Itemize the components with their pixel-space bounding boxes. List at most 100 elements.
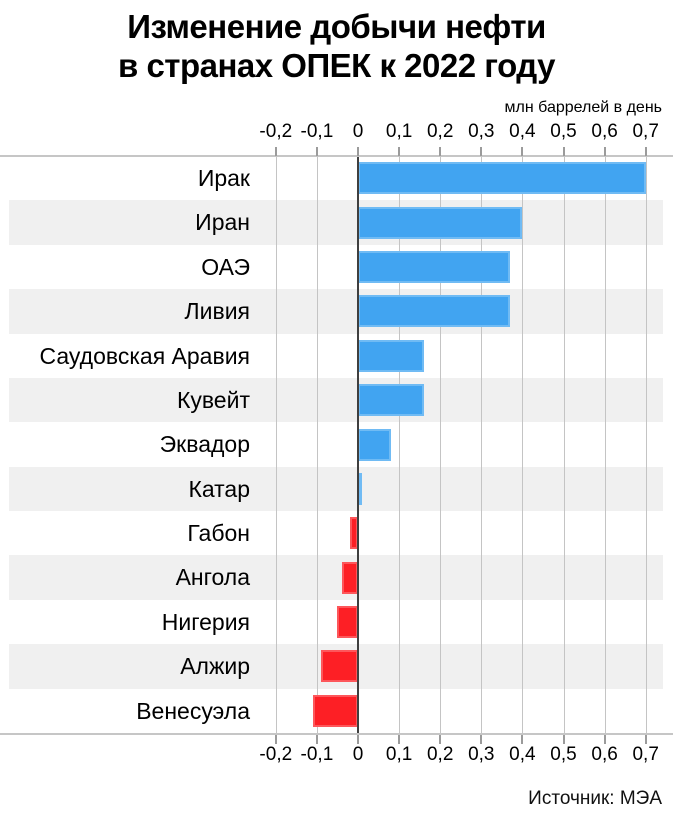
bottom-axis-tick-label: 0,3 <box>468 744 495 765</box>
country-label: Ангола <box>175 564 250 591</box>
bottom-axis-tick-mark <box>521 735 524 744</box>
bottom-axis-tick-mark <box>439 735 442 744</box>
bottom-axis-tick-mark <box>315 735 318 744</box>
bar-negative <box>312 694 358 727</box>
bottom-axis-tick-label: 0,7 <box>632 744 659 765</box>
bar-positive <box>358 472 363 505</box>
bar-negative <box>349 517 358 550</box>
country-label: Габон <box>187 520 250 547</box>
chart-title-line1: Изменение добычи нефти <box>127 8 546 45</box>
gridline <box>275 156 277 733</box>
bar-positive <box>358 162 646 195</box>
gridline <box>522 156 524 733</box>
gridline <box>604 156 606 733</box>
bottom-axis-tick-mark <box>398 735 401 744</box>
top-axis-tick-mark <box>603 147 606 156</box>
row-stripe <box>9 200 663 245</box>
top-axis-tick-mark <box>315 147 318 156</box>
chart-row: Иран <box>0 200 673 245</box>
top-axis-tick-label: 0,1 <box>385 121 413 142</box>
chart-row: Ирак <box>0 156 673 200</box>
country-label: Нигерия <box>161 608 250 635</box>
gridline <box>316 156 318 733</box>
source-label: Источник: МЭА <box>528 788 662 809</box>
country-label: Иран <box>195 209 250 236</box>
bottom-axis-tick-label: 0,1 <box>385 744 413 765</box>
row-stripe <box>9 289 663 334</box>
country-label: Ливия <box>184 298 250 325</box>
top-axis-tick-label: 0,2 <box>426 121 454 142</box>
top-axis-tick-label: 0,6 <box>591 121 618 142</box>
top-axis-tick-mark <box>521 147 524 156</box>
top-axis-tick-mark <box>439 147 442 156</box>
bottom-axis-tick-mark <box>357 735 359 744</box>
bottom-axis-tick-mark <box>644 735 647 744</box>
row-stripe <box>9 466 663 512</box>
bottom-axis-tick-label: 0,2 <box>426 744 454 765</box>
bottom-axis-line <box>0 733 673 735</box>
bar-negative <box>341 561 358 594</box>
bottom-axis-tick-label: -0,1 <box>300 744 334 765</box>
top-axis-tick-mark <box>398 147 401 156</box>
bottom-axis-tick-label: 0,4 <box>509 744 536 765</box>
country-label: Алжир <box>180 653 250 680</box>
country-label: ОАЭ <box>201 253 250 280</box>
row-stripe <box>9 555 663 600</box>
bar-negative <box>321 650 358 683</box>
gridline <box>440 156 442 733</box>
gridline <box>481 156 483 733</box>
bottom-axis-tick-label: 0 <box>352 744 364 765</box>
chart-row: ОАЭ <box>0 245 673 289</box>
bar-positive <box>358 206 523 239</box>
country-label: Ирак <box>197 165 250 191</box>
bar-negative <box>337 606 358 639</box>
chart-row: Ливия <box>0 289 673 334</box>
bottom-axis-tick-label: 0,6 <box>591 744 618 765</box>
chart-title-line2: в странах ОПЕК к 2022 году <box>118 47 556 84</box>
chart-row: Нигерия <box>0 600 673 644</box>
country-label: Кувейт <box>176 386 250 413</box>
top-axis-tick-mark <box>274 147 277 156</box>
top-axis-tick-label: 0 <box>352 121 364 142</box>
top-axis-tick-label: 0,4 <box>509 121 536 142</box>
bar-positive <box>358 428 391 461</box>
top-axis-tick-mark <box>562 147 565 156</box>
row-stripe <box>9 377 663 423</box>
chart-row: Катар <box>0 466 673 512</box>
bottom-axis-tick-mark <box>274 735 277 744</box>
bar-positive <box>358 250 511 283</box>
bar-positive <box>358 339 424 372</box>
chart-row: Кувейт <box>0 377 673 423</box>
top-axis-tick-label: -0,1 <box>300 121 334 142</box>
zero-line <box>357 156 359 744</box>
bottom-axis-tick-label: 0,5 <box>550 744 577 765</box>
bottom-axis-tick-mark <box>562 735 565 744</box>
chart-row: Ангола <box>0 555 673 600</box>
chart-row: Габон <box>0 511 673 555</box>
bottom-axis-tick-label: -0,2 <box>259 744 293 765</box>
bar-positive <box>358 295 511 328</box>
top-axis-line <box>0 155 673 157</box>
country-label: Эквадор <box>159 431 250 458</box>
top-axis-tick-label: 0,7 <box>632 121 659 142</box>
top-axis-tick-mark <box>357 147 359 156</box>
country-label: Катар <box>188 475 250 502</box>
gridline <box>563 156 565 733</box>
axis-unit-label: млн баррелей в день <box>504 99 662 116</box>
bottom-axis-tick-mark <box>603 735 606 744</box>
chart-row: Эквадор <box>0 422 673 466</box>
gridline <box>645 156 647 733</box>
chart-row: Венесуэла <box>0 689 673 733</box>
bottom-axis-tick-mark <box>480 735 483 744</box>
bar-positive <box>358 384 424 417</box>
country-label: Саудовская Аравия <box>39 342 250 369</box>
chart-row: Саудовская Аравия <box>0 334 673 378</box>
top-axis-tick-mark <box>644 147 647 156</box>
chart-title: Изменение добычи нефти в странах ОПЕК к … <box>0 7 673 85</box>
top-axis-tick-label: -0,2 <box>259 121 293 142</box>
top-axis-tick-label: 0,3 <box>468 121 495 142</box>
gridline <box>399 156 401 733</box>
top-axis-tick-mark <box>480 147 483 156</box>
country-label: Венесуэла <box>136 697 250 724</box>
